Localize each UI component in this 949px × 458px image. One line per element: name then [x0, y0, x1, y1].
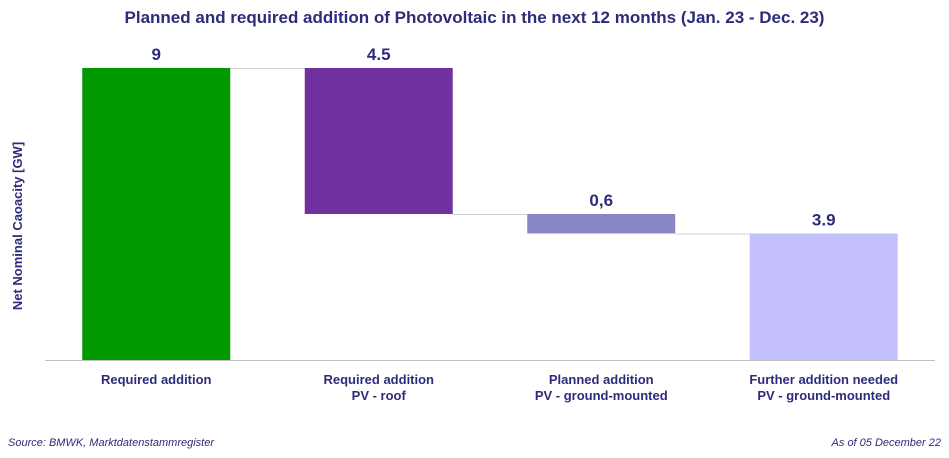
value-label-2: 4.5	[367, 45, 391, 64]
category-label-line: Planned addition	[549, 372, 654, 387]
value-labels-group: 9 4.5 0,6 3.9	[152, 45, 836, 229]
bar-3	[527, 214, 676, 234]
source-note: Source: BMWK, Marktdatenstammregister	[8, 437, 215, 449]
value-label-3: 0,6	[589, 191, 613, 210]
bars-group	[82, 68, 898, 360]
category-label-3: Planned addition PV - ground-mounted	[535, 372, 668, 403]
category-label-line: PV - ground-mounted	[757, 388, 890, 403]
category-label-line: Further addition needed	[749, 372, 898, 387]
category-label-line: PV - roof	[352, 388, 407, 403]
bar-4	[749, 233, 898, 360]
category-label-4: Further addition needed PV - ground-mount…	[749, 372, 898, 403]
as-of-date: As of 05 December 22	[831, 437, 941, 449]
category-label-line: PV - ground-mounted	[535, 388, 668, 403]
connector-lines	[230, 68, 750, 235]
waterfall-chart: Net Nominal Caoacity [GW] 9 4.5 0,6 3.9 Req…	[10, 45, 935, 403]
bar-2	[304, 68, 453, 214]
chart-title: Planned and required addition of Photovo…	[124, 8, 825, 27]
value-label-4: 3.9	[812, 210, 836, 229]
category-label-1: Required addition	[101, 372, 212, 387]
value-label-1: 9	[152, 45, 161, 64]
category-label-line: Required addition	[101, 372, 212, 387]
category-label-2: Required addition PV - roof	[324, 372, 435, 403]
category-label-line: Required addition	[324, 372, 435, 387]
bar-1	[82, 68, 231, 360]
category-labels-group: Required addition Required addition PV - r…	[101, 372, 898, 403]
y-axis-label: Net Nominal Caoacity [GW]	[10, 142, 25, 310]
